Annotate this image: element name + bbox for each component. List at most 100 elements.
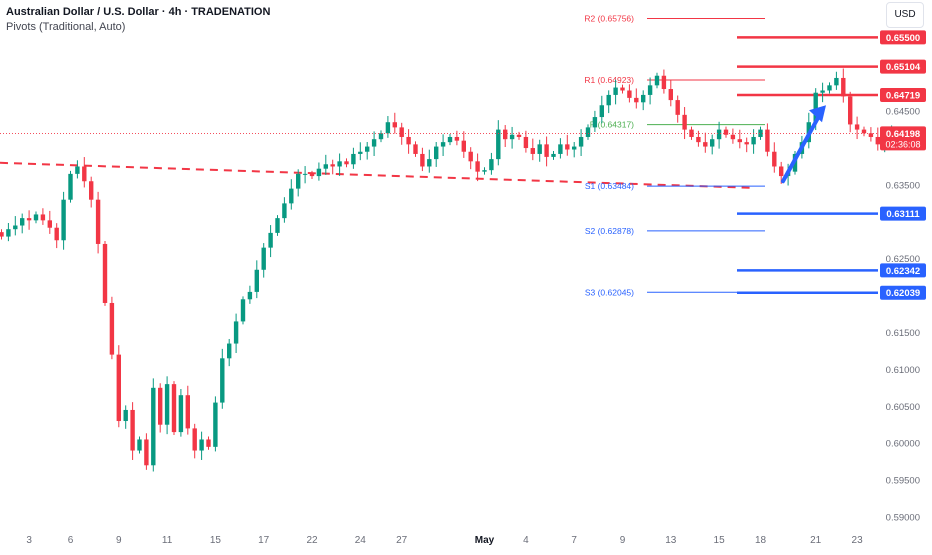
candle-body	[151, 387, 156, 466]
candle-body	[661, 75, 667, 90]
x-tick-label: May	[475, 535, 495, 546]
level-tag-label-4: 0.62342	[886, 266, 920, 277]
x-tick-label: 3	[26, 535, 32, 546]
x-tick-label: 6	[68, 535, 74, 546]
candle-body	[82, 166, 87, 182]
x-tick-label: 27	[396, 535, 408, 546]
candle-body	[365, 146, 370, 152]
x-tick-label: 17	[258, 535, 270, 546]
candle-body	[848, 96, 853, 125]
candle-body	[820, 90, 825, 93]
candle-body	[827, 85, 832, 91]
candle-body	[875, 136, 880, 145]
candle-body	[813, 92, 818, 123]
candle-body	[351, 153, 356, 165]
candle-body	[675, 100, 680, 115]
candle-body	[171, 384, 177, 433]
x-tick-label: 15	[210, 535, 222, 546]
candle-body	[710, 139, 715, 147]
candle-body	[192, 428, 197, 451]
level-tag-2[interactable]	[880, 87, 926, 102]
candle-body	[834, 77, 839, 86]
candle-body	[730, 134, 736, 140]
candle-body	[33, 214, 39, 221]
candle-body	[454, 136, 460, 141]
candle-body	[475, 161, 480, 172]
level-tag-5[interactable]	[880, 285, 926, 300]
y-tick-label: 0.60500	[886, 402, 920, 413]
indicator-label[interactable]: Pivots (Traditional, Auto)	[6, 21, 126, 33]
candle-body	[647, 85, 653, 95]
candle-body	[516, 134, 522, 137]
candle-body	[330, 164, 335, 167]
candle-body	[689, 129, 694, 137]
candle-body	[585, 127, 591, 137]
trendline[interactable]	[0, 161, 754, 189]
pivot-label-5: S3 (0.62045)	[585, 287, 634, 297]
candle-body	[427, 159, 432, 167]
candle-body	[696, 136, 701, 143]
level-tag-label-0: 0.65500	[886, 33, 920, 44]
currency-button[interactable]: USD	[886, 2, 924, 28]
candle-body	[199, 439, 204, 451]
x-tick-label: 18	[755, 535, 767, 546]
candle-body	[289, 188, 294, 204]
x-tick-label: 23	[852, 535, 864, 546]
candle-body	[6, 229, 11, 237]
candle-body	[496, 129, 501, 160]
candle-body	[144, 439, 149, 466]
candle-body	[337, 161, 342, 167]
candle-body	[613, 87, 618, 95]
candle-body	[723, 129, 729, 135]
y-tick-label: 0.61000	[886, 365, 920, 376]
candle-body	[482, 170, 487, 172]
level-tag-3[interactable]	[880, 206, 926, 221]
level-tag-0[interactable]	[880, 30, 926, 45]
candle-body	[185, 395, 190, 429]
level-tag-label-5: 0.62039	[886, 288, 920, 299]
candle-body	[26, 218, 32, 221]
candle-body	[233, 321, 239, 344]
chart-title: Australian Dollar / U.S. Dollar · 4h · T…	[6, 6, 271, 18]
candle-body	[123, 409, 128, 422]
candle-body	[213, 402, 218, 447]
candle-body	[868, 133, 874, 137]
bullish-arrow	[781, 112, 822, 184]
candle-body	[164, 384, 170, 425]
candle-body	[682, 114, 687, 130]
candle-body	[316, 168, 322, 177]
candle-body	[544, 144, 549, 157]
candle-body	[392, 122, 397, 128]
level-tag-4[interactable]	[880, 263, 926, 278]
level-tag-label-1: 0.65104	[886, 62, 921, 73]
candle-body	[296, 173, 301, 189]
candle-body	[551, 153, 556, 157]
candle-body	[13, 225, 18, 230]
candle-body	[434, 146, 439, 160]
candle-body	[47, 220, 52, 228]
candle-body	[758, 129, 763, 137]
candle-body	[399, 127, 404, 137]
candle-body	[227, 343, 232, 359]
candle-body	[137, 439, 142, 451]
candle-body	[275, 218, 280, 233]
candle-body	[447, 136, 453, 143]
level-tag-1[interactable]	[880, 59, 926, 74]
candle-body	[489, 159, 494, 171]
pivot-label-2: P (0.64317)	[590, 120, 634, 130]
candle-body	[130, 409, 135, 451]
candle-body	[565, 144, 570, 150]
candle-body	[116, 354, 121, 422]
x-tick-label: 9	[620, 535, 626, 546]
level-tag-label-3: 0.63111	[886, 209, 920, 220]
x-tick-label: 15	[714, 535, 726, 546]
x-tick-label: 21	[810, 535, 822, 546]
candle-body	[668, 89, 673, 101]
current-price-tag[interactable]	[880, 126, 926, 151]
candle-body	[620, 87, 625, 91]
x-tick-label: 22	[306, 535, 318, 546]
candle-body	[461, 140, 466, 152]
candle-body	[751, 136, 756, 145]
